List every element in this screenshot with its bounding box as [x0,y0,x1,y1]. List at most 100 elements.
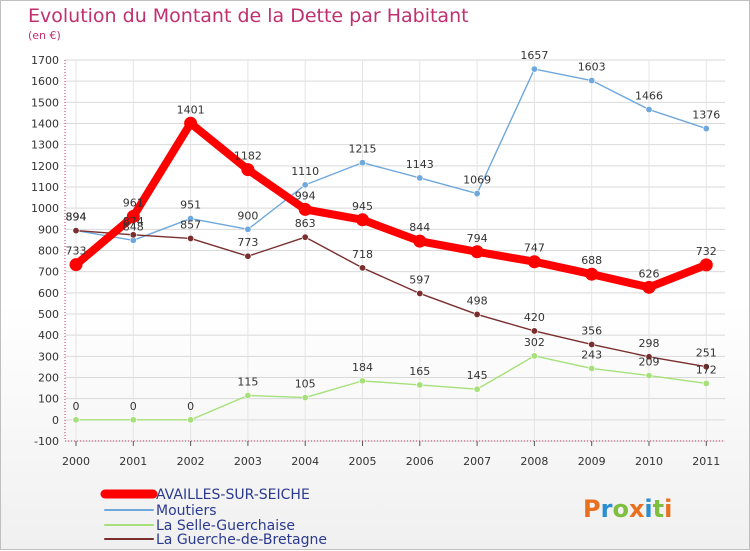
data-point-la-selle-guerchaise [358,377,366,385]
data-point-availles-sur-seiche [527,255,541,269]
y-tick-label: 200 [38,372,59,385]
x-tick-label: 2010 [635,455,663,468]
data-label-availles-sur-seiche: 688 [581,254,602,267]
data-point-la-guerche-de-bretagne [473,310,481,318]
data-label-availles-sur-seiche: 844 [409,221,430,234]
proxiti-logo: Proxiti [583,495,672,523]
data-point-la-guerche-de-bretagne [530,327,538,335]
data-point-moutiers [301,181,309,189]
data-point-moutiers [244,225,252,233]
data-label-la-guerche-de-bretagne: 420 [524,311,545,324]
data-point-la-selle-guerchaise [588,364,596,372]
data-label-la-guerche-de-bretagne: 251 [696,347,717,360]
data-point-la-guerche-de-bretagne [301,233,309,241]
data-point-la-selle-guerchaise [416,381,424,389]
data-label-moutiers: 900 [237,209,258,222]
data-label-moutiers: 951 [180,199,201,212]
data-label-availles-sur-seiche: 961 [123,196,144,209]
data-point-moutiers [588,77,596,85]
data-label-la-selle-guerchaise: 184 [352,361,373,374]
y-tick-label: -100 [34,435,59,448]
data-label-availles-sur-seiche: 747 [524,242,545,255]
y-tick-label: 100 [38,393,59,406]
x-tick-label: 2002 [177,455,205,468]
data-labels: 894 848 951 900 1110 1215 1143 1069 1657 1603 1466… [66,49,721,413]
data-point-availles-sur-seiche [413,234,427,248]
x-tick-label: 2005 [349,455,377,468]
data-point-availles-sur-seiche [585,267,599,281]
legend-label-la-selle-guerchaise: La Selle-Guerchaise [156,518,295,534]
data-point-la-selle-guerchaise [645,372,653,380]
data-label-availles-sur-seiche: 733 [66,245,87,258]
data-point-availles-sur-seiche [642,280,656,294]
data-point-la-selle-guerchaise [702,379,710,387]
data-label-availles-sur-seiche: 1182 [234,150,262,163]
data-point-la-guerche-de-bretagne [72,227,80,235]
data-label-la-selle-guerchaise: 115 [237,375,258,388]
logo-letter: r [601,495,613,523]
data-label-la-selle-guerchaise: 0 [187,400,194,413]
data-point-la-guerche-de-bretagne [702,363,710,371]
data-point-la-selle-guerchaise [187,416,195,424]
data-label-moutiers: 1657 [520,49,548,62]
data-point-la-guerche-de-bretagne [416,289,424,297]
data-point-availles-sur-seiche [470,245,484,259]
data-label-availles-sur-seiche: 732 [696,245,717,258]
data-label-la-selle-guerchaise: 0 [73,400,80,413]
data-point-availles-sur-seiche [356,213,369,227]
x-tick-label: 2009 [578,455,606,468]
data-label-moutiers: 1603 [578,61,606,74]
y-tick-label: 1500 [31,96,59,109]
data-label-la-guerche-de-bretagne: 718 [352,248,373,261]
x-tick-label: 2000 [62,455,90,468]
x-tick-label: 2003 [234,455,262,468]
data-point-la-selle-guerchaise [129,416,137,424]
x-tick-label: 2007 [463,455,491,468]
data-point-moutiers [358,159,366,167]
data-label-moutiers: 1069 [463,174,491,187]
data-label-moutiers: 1376 [692,109,720,122]
y-tick-label: 0 [52,414,59,427]
data-point-moutiers [645,106,653,114]
data-label-moutiers: 894 [66,211,87,224]
data-label-la-guerche-de-bretagne: 857 [180,218,201,231]
data-label-availles-sur-seiche: 794 [467,232,488,245]
y-tick-label: 600 [38,287,59,300]
data-label-la-guerche-de-bretagne: 773 [237,236,258,249]
data-label-la-selle-guerchaise: 165 [409,365,430,378]
data-label-la-selle-guerchaise: 145 [467,369,488,382]
data-point-la-selle-guerchaise [301,394,309,402]
data-label-la-guerche-de-bretagne: 874 [123,215,144,228]
data-label-la-guerche-de-bretagne: 597 [409,273,430,286]
logo-letter: x [629,495,645,523]
series-line-la-selle-guerchaise [75,355,707,421]
data-point-la-guerche-de-bretagne [588,340,596,348]
data-point-la-selle-guerchaise [244,391,252,399]
data-label-la-selle-guerchaise: 105 [295,378,316,391]
x-tick-label: 2008 [520,455,548,468]
axes: -100010020030040050060070080090010001100… [31,54,725,468]
series-line-la-guerche-de-bretagne [75,229,707,368]
logo-letter: i [664,495,672,523]
y-tick-label: 500 [38,308,59,321]
data-point-availles-sur-seiche [69,258,83,272]
series-line-moutiers [75,68,707,242]
data-label-la-guerche-de-bretagne: 894 [66,211,87,224]
data-label-la-selle-guerchaise: 172 [696,363,717,376]
logo-letter: i [644,495,652,523]
y-tick-label: 400 [38,329,59,342]
data-label-la-selle-guerchaise: 0 [130,400,137,413]
legend-label-availles-sur-seiche: AVAILLES-SUR-SEICHE [156,487,310,503]
data-label-moutiers: 1466 [635,90,663,103]
logo-letter: o [612,495,629,523]
series-line-availles-sur-seiche [72,119,711,292]
y-tick-label: 1200 [31,160,59,173]
x-tick-label: 2004 [291,455,319,468]
data-label-moutiers: 1143 [406,158,434,171]
data-point-moutiers [702,125,710,133]
y-tick-label: 300 [38,350,59,363]
data-label-moutiers: 848 [123,220,144,233]
